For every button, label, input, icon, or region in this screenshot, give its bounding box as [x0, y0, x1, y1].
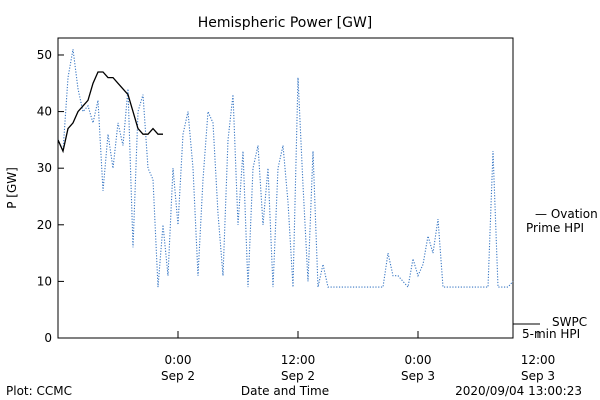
x-tick-date-label: Sep 3 [401, 369, 435, 383]
x-tick-date-label: Sep 3 [521, 369, 555, 383]
x-tick-time-label: 12:00 [281, 353, 316, 367]
ovation-prime-series-line [57, 49, 514, 289]
x-tick-date-label: Sep 2 [281, 369, 315, 383]
x-tick-date-label: Sep 2 [161, 369, 195, 383]
legend-ovation-line2: Prime HPI [526, 221, 584, 235]
y-tick-label: 0 [44, 331, 52, 345]
series-layer [57, 49, 514, 289]
y-axis-label: P [GW] [5, 167, 19, 209]
y-tick-label: 40 [37, 105, 52, 119]
y-tick-label: 10 [37, 274, 52, 288]
x-tick-time-label: 0:00 [165, 353, 192, 367]
y-tick-label: 20 [37, 218, 52, 232]
plot-timestamp: 2020/09/04 13:00:23 [455, 384, 582, 398]
x-tick-time-label: 12:00 [521, 353, 556, 367]
y-axis-ticks: 0 10 20 30 40 50 [37, 48, 64, 345]
x-axis-label: Date and Time [241, 384, 329, 398]
y-tick-label: 50 [37, 48, 52, 62]
chart-title: Hemispheric Power [GW] [198, 15, 373, 31]
x-tick-time-label: 0:00 [405, 353, 432, 367]
legend-swpc-line1: SWPC [552, 315, 587, 329]
y-tick-label: 30 [37, 161, 52, 175]
legend-swpc-line2: 5-min HPI [522, 327, 580, 341]
plot-frame [57, 37, 514, 339]
swpc-series-line [57, 71, 163, 154]
plot-credit: Plot: CCMC [6, 384, 72, 398]
legend-ovation-line1: — Ovation [535, 207, 598, 221]
